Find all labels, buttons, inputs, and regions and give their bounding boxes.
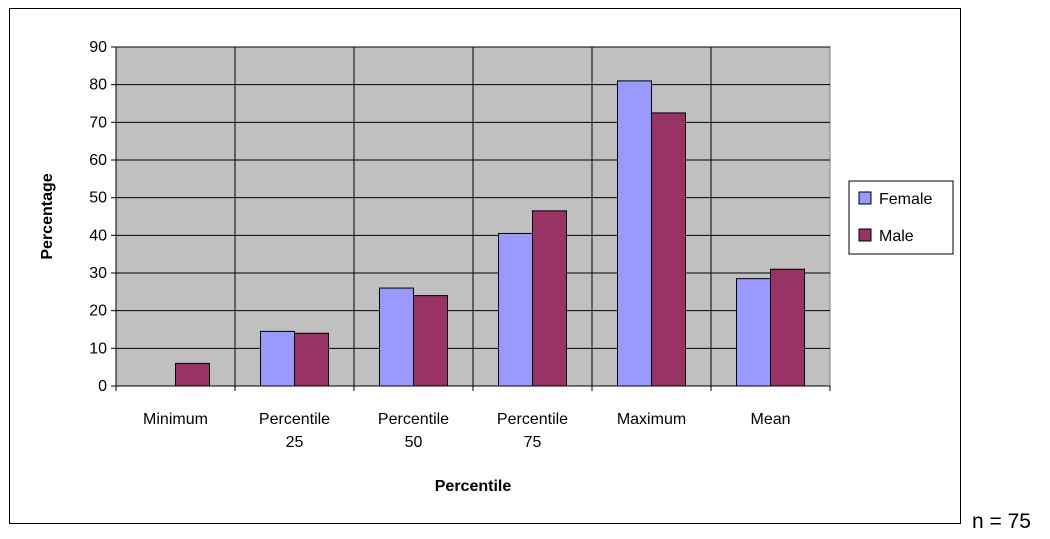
y-tick-label: 10: [89, 340, 107, 357]
x-axis-title: Percentile: [435, 478, 512, 495]
x-tick-label: Minimum: [143, 411, 208, 428]
y-axis-title: Percentage: [39, 173, 56, 259]
y-tick-label: 20: [89, 303, 107, 320]
y-tick-label: 50: [89, 190, 107, 207]
bar: [379, 287, 414, 387]
legend-label: Female: [879, 191, 932, 208]
x-tick-label: Maximum: [617, 411, 686, 428]
bar: [736, 278, 771, 387]
legend-swatch: [858, 228, 872, 242]
legend-label: Male: [879, 228, 914, 245]
y-tick-label: 60: [89, 152, 107, 169]
y-tick-label: 0: [98, 378, 107, 395]
bar: [413, 295, 448, 387]
y-tick-label: 40: [89, 227, 107, 244]
y-tick-label: 70: [89, 114, 107, 131]
x-tick-label: Percentile 25: [259, 411, 330, 451]
legend-swatch: [858, 191, 872, 205]
legend: Female Male: [848, 180, 954, 255]
bar: [294, 332, 329, 387]
bar: [770, 268, 805, 387]
bar: [498, 232, 533, 387]
x-tick-label: Percentile 75: [497, 411, 568, 451]
y-tick-label: 90: [89, 39, 107, 56]
bar: [532, 210, 567, 387]
y-tick-label: 30: [89, 265, 107, 282]
x-tick-label: Mean: [750, 411, 790, 428]
bar: [651, 112, 686, 387]
sample-size-note: n = 75: [972, 510, 1031, 533]
bar: [175, 362, 210, 387]
x-tick-label: Percentile 50: [378, 411, 449, 451]
bar: [617, 80, 652, 387]
y-tick-label: 80: [89, 77, 107, 94]
bar: [260, 330, 295, 387]
